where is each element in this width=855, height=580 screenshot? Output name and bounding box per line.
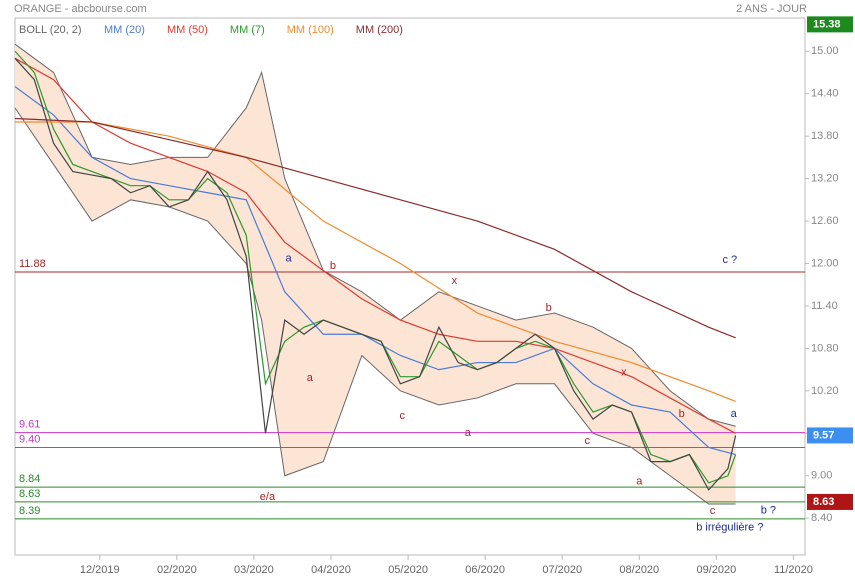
line-series — [14, 117, 736, 339]
x-tick-label: 08/2020 — [619, 564, 659, 576]
level-label: 9.40 — [19, 433, 40, 445]
level-label: 8.39 — [19, 505, 40, 517]
x-tick-label: 02/2020 — [157, 564, 197, 576]
x-tick-label: 06/2020 — [465, 564, 505, 576]
annotation: a — [286, 252, 293, 264]
legend-entry: MM (7) — [230, 24, 265, 36]
line-series — [14, 57, 737, 491]
annotation: b — [546, 302, 552, 314]
x-tick-label: 12/2019 — [80, 564, 120, 576]
legend-entry: MM (50) — [167, 24, 208, 36]
y-tick-label: 10.20 — [811, 385, 839, 397]
x-tick-label: 11/2020 — [774, 564, 813, 576]
x-tick-label: 03/2020 — [234, 564, 274, 576]
band-fill — [15, 44, 736, 505]
legend-entry: MM (20) — [104, 24, 145, 36]
header-period: 2 ANS - JOUR — [736, 3, 807, 15]
x-tick-label: 04/2020 — [311, 564, 351, 576]
annotation: b — [679, 408, 685, 420]
x-tick-label: 05/2020 — [388, 564, 428, 576]
annotation: e/a — [260, 491, 276, 503]
annotation: a — [465, 427, 472, 439]
level-label: 9.61 — [19, 419, 40, 431]
annotation: a — [307, 372, 314, 384]
annotation: b ? — [761, 504, 776, 516]
legend-entry: BOLL (20, 2) — [19, 24, 82, 36]
annotation: x — [452, 275, 458, 287]
y-tick-label: 9.00 — [811, 470, 832, 482]
line-series — [14, 57, 736, 434]
header-title: ORANGE - abcbourse.com — [14, 3, 147, 15]
annotation: c — [585, 435, 591, 447]
y-tick-label: 13.80 — [811, 130, 839, 142]
annotation: x — [621, 366, 627, 378]
annotation: a — [731, 408, 738, 420]
annotation: c — [400, 410, 406, 422]
price-badge-label: 15.38 — [813, 18, 841, 30]
annotation: a — [636, 475, 643, 487]
band-upper — [14, 43, 736, 427]
level-label: 11.88 — [19, 258, 46, 270]
annotation: b irrégulière ? — [696, 521, 763, 533]
y-tick-label: 8.40 — [811, 512, 832, 524]
legend-entry: MM (200) — [356, 24, 403, 36]
price-badge-label: 8.63 — [813, 496, 834, 508]
line-series — [15, 121, 736, 403]
x-tick-label: 07/2020 — [542, 564, 582, 576]
y-tick-label: 10.80 — [811, 342, 839, 354]
legend-entry: MM (100) — [287, 24, 334, 36]
price-badge-label: 9.57 — [813, 429, 834, 441]
price-badge — [807, 493, 853, 510]
y-tick-label: 12.00 — [811, 257, 839, 269]
y-tick-label: 12.60 — [811, 215, 839, 227]
price-badge — [807, 16, 853, 33]
annotation: c — [710, 505, 716, 517]
y-tick-label: 11.40 — [811, 300, 838, 312]
annotation: c ? — [723, 254, 738, 266]
annotation: b — [330, 260, 336, 272]
level-label: 8.63 — [19, 488, 40, 500]
level-label: 8.84 — [19, 473, 40, 485]
x-tick-label: 09/2020 — [696, 564, 736, 576]
price-badge — [807, 427, 853, 444]
line-series — [14, 86, 736, 456]
y-tick-label: 14.40 — [811, 88, 839, 100]
y-tick-label: 15.00 — [811, 45, 839, 57]
band-lower — [14, 107, 736, 505]
y-tick-label: 13.20 — [811, 173, 839, 185]
